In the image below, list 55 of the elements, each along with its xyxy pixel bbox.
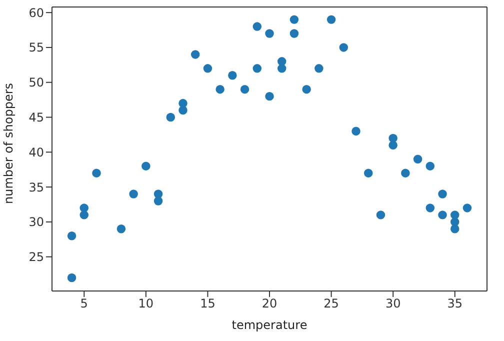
point <box>352 126 360 136</box>
point <box>265 92 274 101</box>
point <box>438 190 447 198</box>
point <box>67 232 76 240</box>
point <box>80 210 88 220</box>
point <box>302 84 311 94</box>
point <box>426 204 435 212</box>
point <box>388 140 398 150</box>
point <box>450 224 460 234</box>
y-tick-label: 25 <box>28 250 44 264</box>
point <box>339 43 348 52</box>
x-tick-label: 10 <box>138 296 154 311</box>
y-tick-label: 60 <box>28 6 44 20</box>
y-tick-label: 55 <box>28 40 44 55</box>
point <box>413 154 422 164</box>
point <box>462 204 472 212</box>
point <box>67 273 76 282</box>
x-tick-label: 5 <box>80 296 88 311</box>
x-tick-label: 30 <box>385 296 401 311</box>
point <box>203 64 212 73</box>
point <box>376 210 386 220</box>
point <box>116 224 126 234</box>
x-tick-label: 20 <box>262 296 278 311</box>
x-tick-label: 25 <box>324 296 339 311</box>
point <box>290 15 299 24</box>
y-tick-label: 40 <box>28 145 44 160</box>
x-axis-title: temperature <box>232 318 308 332</box>
point <box>154 196 163 206</box>
point <box>277 64 286 73</box>
point <box>142 162 150 170</box>
y-tick-label: 45 <box>28 110 44 125</box>
point <box>228 71 237 80</box>
y-tick-label: 50 <box>28 76 44 90</box>
point <box>326 15 336 24</box>
point <box>401 168 410 178</box>
point <box>178 106 188 115</box>
point <box>92 168 101 178</box>
point <box>426 162 435 170</box>
x-tick-label: 15 <box>200 296 216 311</box>
y-axis-title: number of shoppers <box>1 82 16 204</box>
point <box>438 210 447 220</box>
point <box>216 84 224 94</box>
point <box>252 64 262 73</box>
point <box>252 22 262 31</box>
point <box>314 64 324 73</box>
x-tick-label: 35 <box>447 296 463 311</box>
y-tick-label: 35 <box>28 180 44 194</box>
point <box>166 112 176 122</box>
y-tick-label: 30 <box>28 215 44 230</box>
point <box>364 168 373 178</box>
point <box>265 29 274 38</box>
point <box>290 29 299 38</box>
point <box>190 50 200 59</box>
point <box>240 84 250 94</box>
point <box>129 190 138 198</box>
